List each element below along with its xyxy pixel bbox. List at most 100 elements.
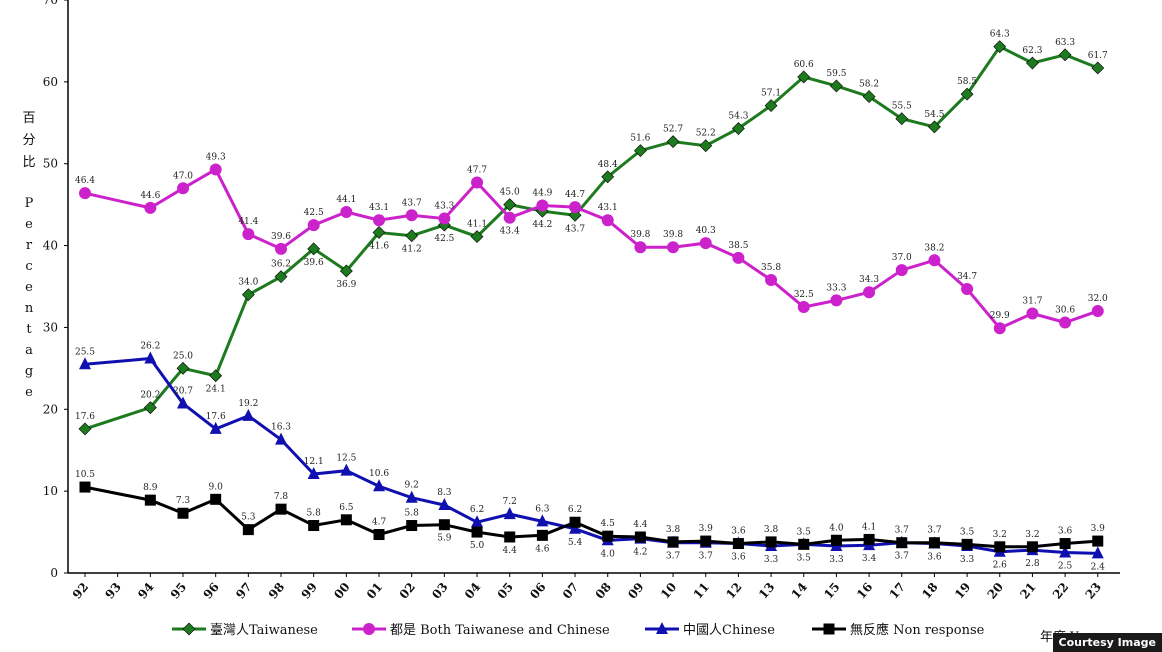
data-point-taiwanese — [372, 226, 386, 239]
x-tick-label: 04 — [462, 580, 483, 602]
data-point-taiwanese — [927, 120, 941, 134]
data-label-both: 39.8 — [663, 230, 683, 240]
data-point-taiwanese — [601, 170, 615, 184]
data-point-both — [144, 201, 157, 214]
data-label-both: 39.8 — [630, 230, 650, 240]
data-point-both — [471, 176, 484, 189]
data-label-taiwanese: 36.9 — [336, 280, 356, 290]
data-point-nonresponse — [928, 537, 940, 549]
data-label-taiwanese: 44.2 — [532, 220, 552, 230]
x-tick-label: 12 — [723, 580, 744, 602]
data-label-nonresponse: 4.7 — [372, 518, 387, 528]
data-point-nonresponse — [536, 529, 548, 541]
data-label-both: 44.6 — [140, 191, 160, 201]
data-label-nonresponse: 4.4 — [633, 520, 648, 530]
data-point-chinese — [144, 351, 157, 364]
data-point-taiwanese — [176, 361, 190, 375]
data-point-nonresponse — [961, 538, 973, 550]
x-tick-label: 92 — [70, 580, 91, 602]
data-label-both: 40.3 — [696, 226, 716, 236]
data-point-taiwanese — [699, 139, 713, 153]
data-label-taiwanese: 41.2 — [402, 245, 422, 255]
data-point-nonresponse — [177, 507, 189, 519]
x-tick-label: 10 — [658, 580, 679, 602]
data-label-both: 47.7 — [467, 166, 487, 176]
data-point-nonresponse — [667, 536, 679, 548]
data-label-taiwanese: 41.6 — [369, 241, 389, 251]
data-point-both — [601, 214, 614, 227]
y-tick-label: 20 — [43, 402, 58, 416]
x-tick-label: 93 — [103, 580, 124, 602]
series-line-nonresponse — [84, 485, 1098, 549]
data-label-both: 44.7 — [565, 190, 585, 200]
data-point-both — [503, 211, 516, 224]
data-label-both: 44.9 — [532, 188, 552, 198]
data-point-both — [765, 273, 778, 286]
data-point-nonresponse — [79, 481, 91, 493]
data-label-nonresponse: 3.2 — [1025, 530, 1039, 540]
y-tick-label: 10 — [43, 484, 58, 498]
data-label-both: 42.5 — [304, 208, 324, 218]
legend-label-taiwanese: 臺灣人Taiwanese — [210, 623, 318, 638]
x-tick-label: 00 — [331, 580, 352, 602]
data-label-nonresponse: 6.5 — [339, 503, 354, 513]
data-point-nonresponse — [438, 519, 450, 531]
data-point-chinese — [275, 432, 288, 445]
data-label-both: 43.1 — [369, 203, 389, 213]
y-tick-label: 0 — [50, 566, 58, 580]
data-point-both — [1091, 305, 1104, 318]
data-label-nonresponse: 4.1 — [862, 522, 876, 532]
data-label-nonresponse: 6.2 — [568, 505, 582, 515]
data-label-taiwanese: 64.3 — [990, 30, 1010, 40]
data-label-nonresponse: 4.4 — [503, 546, 518, 556]
data-point-nonresponse — [994, 541, 1006, 553]
data-point-both — [928, 254, 941, 267]
data-label-taiwanese: 42.5 — [434, 234, 454, 244]
data-label-nonresponse: 3.7 — [927, 526, 942, 536]
data-label-chinese: 3.7 — [895, 552, 910, 562]
data-point-taiwanese — [862, 90, 876, 104]
y-axis-label-en-char: a — [25, 343, 33, 358]
data-point-nonresponse — [700, 535, 712, 547]
data-label-taiwanese: 36.2 — [271, 260, 291, 270]
data-point-both — [732, 251, 745, 264]
data-label-taiwanese: 62.3 — [1022, 46, 1042, 56]
x-tick-label: 99 — [299, 580, 320, 602]
data-point-taiwanese — [274, 270, 288, 284]
y-axis-label-en-char: e — [25, 217, 33, 232]
data-label-both: 46.4 — [75, 176, 95, 186]
data-point-nonresponse — [798, 538, 810, 550]
data-label-chinese: 19.2 — [238, 399, 258, 409]
data-label-taiwanese: 20.2 — [140, 391, 160, 401]
data-label-nonresponse: 3.5 — [797, 527, 812, 537]
data-label-taiwanese: 51.6 — [630, 134, 650, 144]
data-label-chinese: 3.6 — [927, 553, 942, 563]
data-point-nonresponse — [732, 538, 744, 550]
data-point-taiwanese — [993, 40, 1007, 54]
data-point-both — [961, 282, 974, 295]
data-point-both — [895, 264, 908, 277]
data-point-nonresponse — [340, 514, 352, 526]
data-label-taiwanese: 34.0 — [238, 278, 258, 288]
data-point-both — [79, 187, 91, 200]
data-label-both: 32.0 — [1088, 294, 1108, 304]
data-point-taiwanese — [503, 198, 517, 212]
data-point-taiwanese — [731, 122, 745, 135]
data-label-nonresponse: 4.5 — [601, 519, 616, 529]
data-label-both: 49.3 — [206, 152, 226, 162]
data-point-both — [177, 182, 190, 195]
data-label-chinese: 26.2 — [140, 342, 160, 352]
data-label-taiwanese: 45.0 — [500, 188, 520, 198]
data-point-taiwanese — [78, 422, 92, 436]
y-axis-label-cn-char: 分 — [22, 133, 35, 148]
data-label-chinese: 12.5 — [336, 454, 356, 464]
x-tick-label: 06 — [527, 580, 548, 602]
data-label-chinese: 3.5 — [797, 553, 812, 563]
data-label-chinese: 7.2 — [503, 497, 517, 507]
y-tick-label: 70 — [43, 0, 58, 7]
legend-marker-nonresponse — [823, 623, 835, 635]
data-point-chinese — [177, 396, 190, 409]
x-tick-label: 94 — [135, 580, 156, 602]
y-axis-label-en-char: r — [26, 238, 33, 253]
y-axis-label-en-char: c — [25, 259, 32, 274]
